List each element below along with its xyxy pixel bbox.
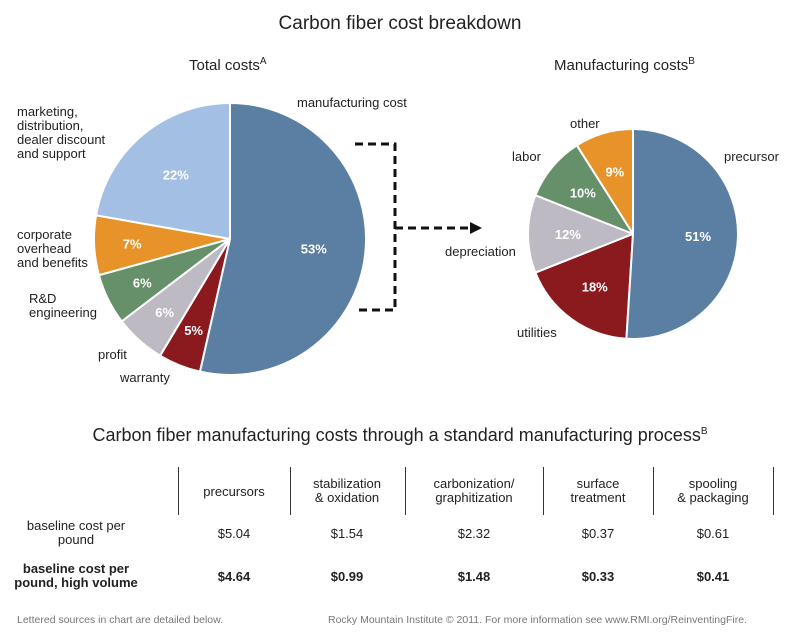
label-rd-line1: R&D: [29, 291, 57, 306]
slice-value-label: 53%: [301, 241, 327, 256]
column-header-line: surface: [576, 476, 620, 491]
column-header-line: & packaging: [677, 490, 749, 505]
label-marketing-line3: dealer discount: [17, 132, 106, 147]
row-label: baseline cost per pound: [0, 519, 152, 547]
column-header-line: stabilization: [313, 476, 381, 491]
column-header-line: carbonization/: [433, 476, 515, 491]
table-cell: $0.41: [696, 569, 730, 584]
pie-slice: [198, 101, 367, 376]
connector-arrowhead: [470, 222, 482, 234]
label-marketing-line4: and support: [17, 146, 86, 161]
table-cell: $4.64: [217, 569, 251, 584]
left-pie-title-text: Total costs: [189, 57, 260, 74]
label-rd-line2: engineering: [29, 305, 97, 320]
table-title-sup: B: [700, 426, 708, 437]
table-title-text: Carbon fiber manufacturing costs through…: [92, 425, 701, 445]
column-divider: [290, 467, 291, 515]
table-cell: $5.04: [217, 526, 251, 541]
label-corporate: corporate overhead and benefits: [17, 228, 88, 270]
column-header: carbonization/graphitization: [414, 477, 534, 505]
column-header-line: spooling: [688, 476, 738, 491]
left-pie-title: Total costsA: [189, 56, 267, 74]
slice-value-label: 10%: [570, 186, 596, 201]
slice-value-label: 5%: [184, 323, 203, 338]
label-corporate-line1: corporate: [17, 227, 72, 242]
label-labor: labor: [512, 149, 541, 164]
pie-slice: [534, 232, 635, 340]
label-other: other: [570, 116, 600, 131]
slice-value-label: 6%: [133, 275, 152, 290]
row-label-line: pound, high volume: [14, 575, 138, 590]
right-pie-title-text: Manufacturing costs: [554, 57, 689, 74]
column-header: surface treatment: [538, 477, 658, 505]
slice-value-label: 51%: [685, 229, 711, 244]
label-rd: R&D engineering: [29, 292, 97, 320]
column-header-line: graphitization: [435, 490, 513, 505]
label-depreciation: depreciation: [445, 244, 516, 259]
right-pie-sup: B: [688, 56, 695, 67]
table-cell: $0.37: [581, 526, 615, 541]
slice-value-label: 22%: [163, 167, 189, 182]
slice-value-label: 18%: [582, 280, 608, 295]
pie-charts: 53% 5% 6%6% 7% 22% 51% 18% 12% 10% 9%: [93, 101, 739, 376]
table-cell: $0.33: [581, 569, 615, 584]
label-manufacturing-cost: manufacturing cost: [297, 95, 407, 110]
footer-credit: Rocky Mountain Institute © 2011. For mor…: [328, 614, 747, 626]
column-divider: [773, 467, 774, 515]
column-divider: [653, 467, 654, 515]
column-header: precursors: [174, 485, 294, 499]
label-corporate-line2: overhead: [17, 241, 72, 256]
column-header-line: precursors: [203, 484, 265, 499]
table-cell: $0.99: [330, 569, 364, 584]
slice-value-label: 7%: [123, 237, 142, 252]
label-precursor: precursor: [724, 149, 779, 164]
row-label: baseline cost per pound, high volume: [0, 562, 152, 590]
main-title: Carbon fiber cost breakdown: [278, 13, 522, 34]
footer-note: Lettered sources in chart are detailed b…: [17, 614, 224, 626]
table-cell: $1.54: [330, 526, 364, 541]
left-pie-sup: A: [259, 56, 267, 67]
column-header: stabilization & oxidation: [287, 477, 407, 505]
pie-slice: [625, 127, 739, 340]
table-cell: $2.32: [457, 526, 491, 541]
connector-dashed-line: [355, 142, 470, 312]
right-pie-title: Manufacturing costsB: [554, 56, 695, 74]
label-marketing: marketing, distribution, dealer discount an…: [17, 105, 105, 161]
label-marketing-line2: distribution,: [17, 118, 84, 133]
slice-value-label: 6%: [155, 305, 174, 320]
row-label-line: baseline cost per: [22, 561, 130, 576]
row-label-line: baseline cost per: [26, 518, 126, 533]
column-header-line: treatment: [570, 490, 626, 505]
pie-slice: [527, 194, 636, 274]
table-title: Carbon fiber manufacturing costs through…: [0, 425, 800, 446]
label-corporate-line3: and benefits: [17, 255, 88, 270]
column-header: spooling & packaging: [653, 477, 773, 505]
table-cell: $0.61: [696, 526, 730, 541]
label-utilities: utilities: [517, 325, 557, 340]
label-warranty: warranty: [120, 370, 170, 385]
row-label-line: pound: [57, 532, 95, 547]
label-marketing-line1: marketing,: [17, 104, 78, 119]
slice-value-label: 9%: [605, 164, 624, 179]
pie-slice: [94, 101, 231, 241]
column-header-line: & oxidation: [314, 490, 380, 505]
slice-value-label: 12%: [555, 227, 581, 242]
table-cell: $1.48: [457, 569, 491, 584]
column-divider: [178, 467, 179, 515]
column-divider: [405, 467, 406, 515]
label-profit: profit: [98, 347, 127, 362]
column-divider: [543, 467, 544, 515]
